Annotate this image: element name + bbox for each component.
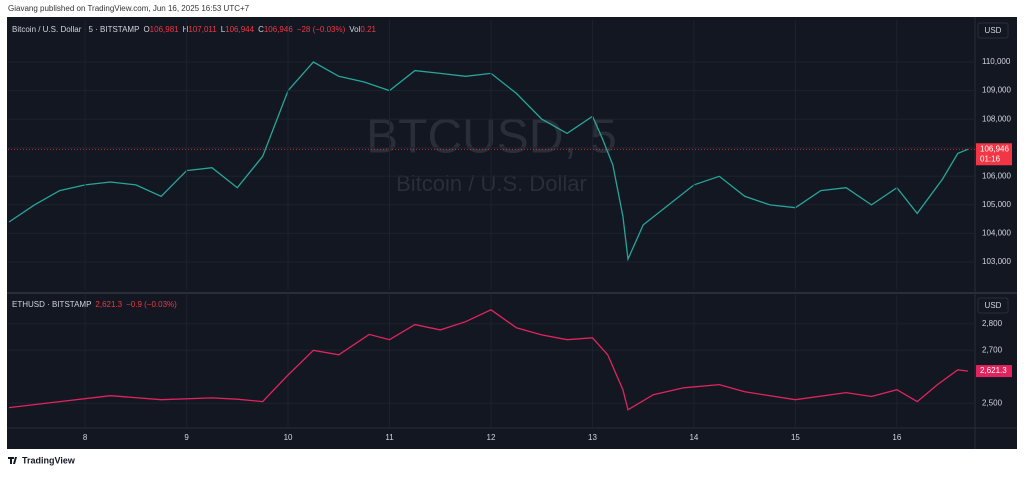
legend-value: 106,944 bbox=[225, 25, 254, 34]
x-tick-label: 16 bbox=[892, 433, 901, 442]
currency-button[interactable] bbox=[977, 22, 1009, 39]
currency-label: USD bbox=[985, 301, 1002, 310]
y-tick-label: 105,000 bbox=[982, 200, 1011, 209]
currency-label: USD bbox=[985, 26, 1002, 35]
y-tick-label: 109,000 bbox=[982, 86, 1011, 95]
legend: ETHUSD · BITSTAMP 2,621.3 −0.9 (−0.03%) bbox=[12, 300, 177, 309]
footer-logo bbox=[8, 457, 17, 464]
published-note: Giavang published on TradingView.com, Ju… bbox=[8, 4, 250, 13]
x-tick-label: 8 bbox=[83, 433, 88, 442]
legend-value: −28 (−0.03%) bbox=[297, 25, 346, 34]
legend-label: L bbox=[221, 25, 226, 34]
y-tick-label: 106,000 bbox=[982, 171, 1011, 180]
x-tick-label: 15 bbox=[791, 433, 800, 442]
x-tick-label: 9 bbox=[184, 433, 189, 442]
x-tick-label: 12 bbox=[487, 433, 496, 442]
legend-label: H bbox=[183, 25, 189, 34]
y-tick-label: 2,700 bbox=[982, 345, 1003, 354]
legend-label: O bbox=[143, 25, 149, 34]
watermark-subtitle: Bitcoin / U.S. Dollar bbox=[396, 171, 587, 196]
x-tick-label: 10 bbox=[284, 433, 293, 442]
last-price-badge bbox=[976, 365, 1012, 378]
x-tick-label: 14 bbox=[689, 433, 698, 442]
legend-value: 2,621.3 bbox=[95, 300, 122, 309]
legend-title: ETHUSD · BITSTAMP bbox=[12, 300, 91, 309]
legend-value: 106,946 bbox=[264, 25, 293, 34]
series-line bbox=[8, 309, 968, 411]
x-tick-label: 11 bbox=[385, 433, 394, 442]
legend-value: 106,981 bbox=[150, 25, 179, 34]
y-tick-label: 103,000 bbox=[982, 257, 1011, 266]
legend-value: −0.9 (−0.03%) bbox=[126, 300, 177, 309]
y-tick-label: 108,000 bbox=[982, 114, 1011, 123]
y-tick-label: 110,000 bbox=[982, 57, 1011, 66]
x-tick-label: 13 bbox=[588, 433, 597, 442]
legend-value: 0.21 bbox=[360, 25, 376, 34]
legend-title: Bitcoin / U.S. Dollar · 5 · BITSTAMP bbox=[12, 25, 139, 34]
countdown-label: 01:16 bbox=[980, 154, 1001, 163]
y-tick-label: 104,000 bbox=[982, 229, 1011, 238]
legend-label: C bbox=[258, 25, 264, 34]
watermark: BTCUSD, 5 bbox=[366, 111, 617, 164]
legend: Bitcoin / U.S. Dollar · 5 · BITSTAMP O106… bbox=[12, 25, 377, 34]
y-tick-label: 2,500 bbox=[982, 398, 1003, 407]
last-price-label: 106,946 bbox=[980, 144, 1009, 153]
legend-label: Vol bbox=[349, 25, 360, 34]
y-tick-label: 2,800 bbox=[982, 319, 1003, 328]
legend-value: 107,011 bbox=[188, 25, 217, 34]
footer-brand: TradingView bbox=[22, 455, 76, 465]
last-price-badge bbox=[976, 143, 1012, 166]
currency-button[interactable] bbox=[977, 297, 1009, 314]
last-price-label: 2,621.3 bbox=[980, 366, 1007, 375]
